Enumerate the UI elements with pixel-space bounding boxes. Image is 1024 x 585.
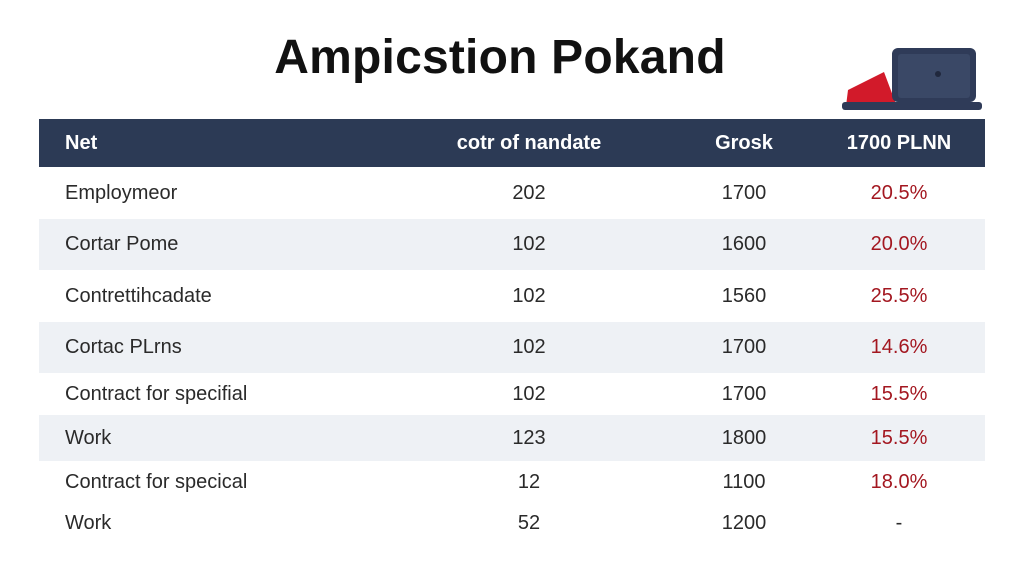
header-1700-plnn: 1700 PLNN [846, 131, 952, 154]
row-percent: 18.0% [870, 470, 928, 493]
row-value-b: 1700 [721, 181, 767, 204]
row-value-a: 52 [517, 511, 541, 534]
row-value-a: 102 [512, 382, 546, 405]
row-percent: 15.5% [870, 382, 928, 405]
row-percent: 20.5% [870, 181, 928, 204]
row-label: Employmeor [65, 181, 178, 204]
row-value-b: 1700 [721, 382, 767, 405]
row-percent: 14.6% [870, 336, 928, 358]
page-title: Ampicstion Pokand [274, 31, 726, 84]
laptop-icon [842, 48, 982, 110]
row-label: Contract for specifial [65, 382, 248, 405]
row-label: Cortar Pome [65, 233, 179, 255]
row-value-b: 1560 [721, 284, 767, 307]
row-value-b: 1600 [721, 233, 767, 255]
header-grosk: Grosk [715, 131, 773, 154]
row-value-b: 1100 [722, 470, 766, 493]
table-row: Contract for specifial 102 1700 15.5% [39, 373, 985, 415]
row-percent: - [895, 511, 903, 534]
table-row: Work 123 1800 15.5% [39, 415, 985, 461]
row-label: Contract for specical [65, 470, 248, 493]
row-label: Work [65, 426, 112, 449]
table-row: Contrettihcadate 102 1560 25.5% [39, 270, 985, 322]
table-row: Employmeor 202 1700 20.5% [39, 167, 985, 219]
table-row: Work 52 1200 - [39, 503, 985, 543]
row-label: Contrettihcadate [65, 284, 212, 307]
row-label: Work [65, 511, 112, 534]
row-value-a: 123 [512, 426, 546, 449]
row-percent: 15.5% [870, 426, 928, 449]
row-value-b: 1800 [721, 426, 767, 449]
row-percent: 20.0% [870, 233, 928, 255]
row-value-b: 1200 [721, 511, 767, 534]
row-value-b: 1700 [721, 336, 767, 358]
data-table: Net cotr of nandate Grosk 1700 PLNN Empl… [39, 119, 985, 543]
table-header: Net cotr of nandate Grosk 1700 PLNN [39, 119, 985, 167]
table-row: Cortac PLrns 102 1700 14.6% [39, 322, 985, 373]
row-value-a: 102 [512, 233, 546, 255]
header-net: Net [65, 131, 98, 154]
row-percent: 25.5% [870, 284, 928, 307]
row-value-a: 102 [512, 284, 546, 307]
row-value-a: 12 [517, 470, 541, 493]
table-row: Cortar Pome 102 1600 20.0% [39, 219, 985, 270]
row-value-a: 202 [512, 181, 546, 204]
row-label: Cortac PLrns [65, 336, 182, 358]
table-row: Contract for specical 12 1100 18.0% [39, 461, 985, 503]
header-cotr-of-nandate: cotr of nandate [456, 131, 602, 154]
row-value-a: 102 [512, 336, 546, 358]
